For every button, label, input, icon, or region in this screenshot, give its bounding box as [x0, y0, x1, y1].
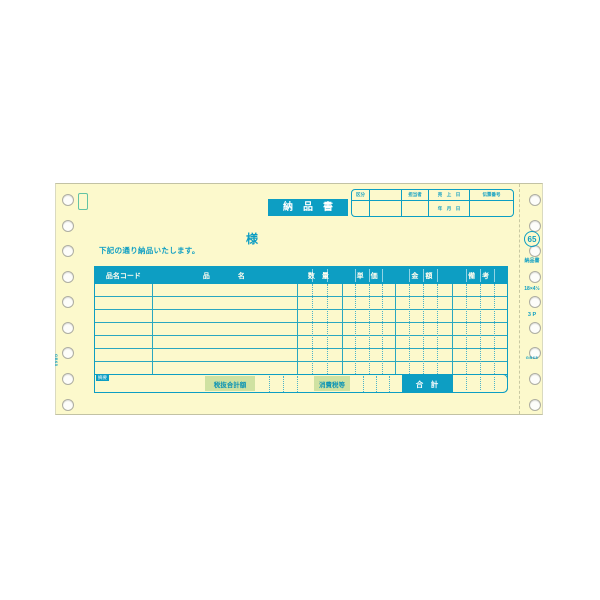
grand-total-cell: [452, 373, 508, 393]
sprocket-hole: [62, 322, 74, 334]
sprocket-hole: [529, 194, 541, 206]
field-person-label: 担当者: [402, 190, 429, 200]
total-label: 合 計: [402, 375, 452, 393]
tab-number-badge: 65: [524, 231, 540, 247]
print-code-right: GB65: [525, 355, 539, 360]
tab-size-label: 18×4½: [524, 286, 540, 292]
table-row: [95, 336, 507, 349]
sprocket-hole: [62, 271, 74, 283]
column-header: 数 量: [307, 272, 329, 280]
column-header: 品名コード: [105, 272, 141, 280]
table-body: [95, 284, 507, 374]
table-row: [95, 284, 507, 297]
table-row: [95, 310, 507, 323]
subtotal-label: 税抜合計額: [205, 376, 255, 391]
field-slip-number-label: 伝票番号: [482, 192, 501, 197]
perforation-line: [519, 184, 520, 414]
field-blank-cell: [370, 200, 402, 216]
tab-parts-label: 3 P: [527, 312, 537, 318]
field-category-value: [370, 190, 402, 200]
sprocket-hole: [62, 194, 74, 206]
table-row: [95, 349, 507, 362]
sprocket-hole: [62, 373, 74, 385]
title-box: 納 品 書: [268, 199, 348, 216]
form-title: 納 品 書: [283, 201, 333, 213]
sprocket-hole: [62, 399, 74, 411]
sprocket-hole: [62, 220, 74, 232]
sprocket-hole: [529, 399, 541, 411]
tax-label: 消費税等: [314, 376, 350, 391]
field-category-label: 区分: [352, 190, 370, 200]
column-header: 金 額: [411, 272, 433, 280]
sprocket-hole: [62, 347, 74, 359]
table-row: [95, 297, 507, 310]
print-code-left: GB65: [54, 354, 59, 367]
note-label: 摘要: [96, 375, 109, 381]
tab-form-name: 納品書: [524, 258, 540, 264]
sprocket-hole: [62, 245, 74, 257]
sprocket-hole: [62, 296, 74, 308]
corner-mark-box: [78, 193, 88, 210]
items-table: 品名コード 品 名 数 量 単 価 金 額 備 考 摘要 税抜合計額 消費税等 合 計: [94, 266, 508, 393]
sprocket-hole: [529, 271, 541, 283]
sprocket-hole: [529, 373, 541, 385]
field-category-cell: [352, 200, 370, 216]
field-date-sub-label: 年 月 日: [429, 200, 470, 216]
field-sales-date-label: 売 上 日: [429, 190, 470, 200]
sprocket-hole: [529, 347, 541, 359]
table-header-row: 品名コード 品 名 数 量 単 価 金 額 備 考: [95, 267, 507, 284]
addressee-suffix: 様: [246, 232, 259, 246]
column-header: 備 考: [468, 272, 490, 280]
sprocket-hole: [529, 296, 541, 308]
greeting-text: 下記の通り納品いたします。: [99, 246, 200, 255]
table-row: [95, 323, 507, 336]
form-sheet: 納 品 書 区分 担当者 売 上 日 伝票番号 年 月 日 様 下記の通り納品い…: [54, 183, 543, 415]
table-row: [95, 362, 507, 374]
field-person-cell: [402, 200, 429, 216]
column-header: 品 名: [202, 272, 245, 280]
header-info-box: 区分 担当者 売 上 日 伝票番号 年 月 日: [351, 189, 514, 217]
column-header: 単 価: [356, 272, 378, 280]
totals-band: [95, 374, 507, 394]
sprocket-hole: [529, 322, 541, 334]
field-slip-number-cell: [470, 200, 513, 216]
